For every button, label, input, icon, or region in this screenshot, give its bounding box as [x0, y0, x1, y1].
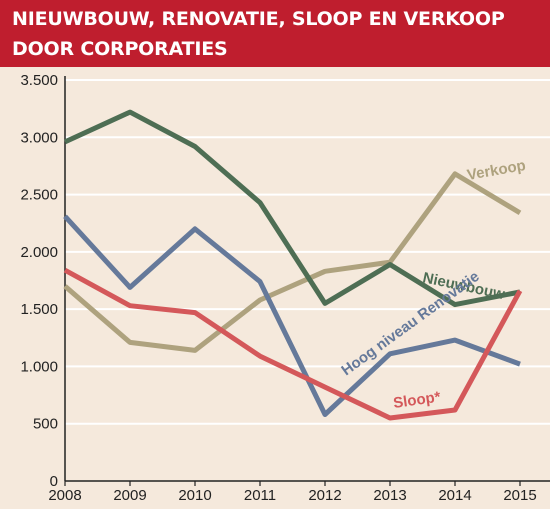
y-tick-label: 1.000 [20, 358, 58, 375]
series-lines [63, 109, 523, 421]
x-tick-label: 2013 [373, 487, 406, 504]
x-tick-labels: 2008 2009 2010 2011 2012 2013 2014 2015 [48, 481, 537, 504]
y-tick-labels: 0 500 1.000 1.500 2.000 2.500 3.000 3.500 [20, 72, 58, 490]
x-tick-label: 2010 [178, 487, 211, 504]
y-tick-label: 3.000 [20, 129, 58, 146]
series-line-sloop [63, 268, 523, 421]
y-tick-label: 500 [33, 416, 58, 433]
title-bar: NIEUWBOUW, RENOVATIE, SLOOP EN VERKOOP D… [0, 0, 550, 67]
series-label-verkoop: Verkoop [466, 157, 527, 184]
y-tick-label: 1.500 [20, 301, 58, 318]
y-tick-label: 2.000 [20, 244, 58, 261]
chart-title-line-1: NIEUWBOUW, RENOVATIE, SLOOP EN VERKOOP [12, 8, 505, 30]
series-line-nieuwbouw [63, 109, 521, 308]
x-tick-label: 2011 [244, 487, 276, 504]
y-tick-label: 0 [50, 473, 58, 490]
series-line-verkoop [63, 171, 522, 353]
chart-title-line-2: DOOR CORPORATIES [12, 38, 228, 60]
x-tick-label: 2015 [503, 487, 536, 504]
series-line-hoog-niveau-renovatie [63, 214, 521, 417]
x-tick-label: 2009 [113, 487, 146, 504]
x-tick-label: 2012 [308, 487, 341, 504]
y-tick-label: 2.500 [20, 187, 58, 204]
x-tick-label: 2008 [48, 487, 81, 504]
series-label-sloop: Sloop* [392, 388, 442, 411]
y-tick-label: 3.500 [20, 72, 58, 89]
axes [64, 76, 550, 482]
x-tick-label: 2014 [438, 487, 471, 504]
